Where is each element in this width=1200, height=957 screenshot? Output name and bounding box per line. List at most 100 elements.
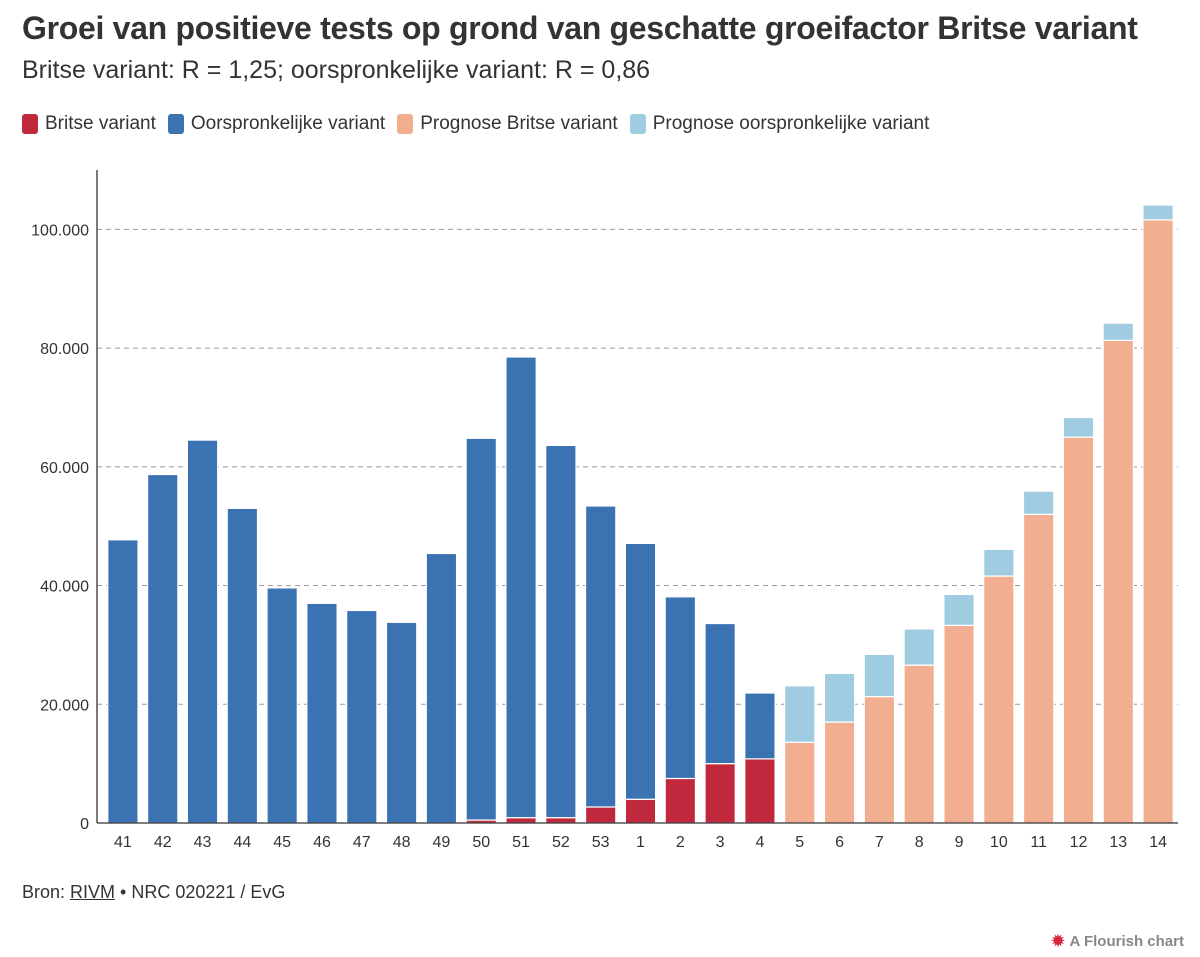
legend-label: Prognose Britse variant <box>420 113 618 134</box>
legend-label: Britse variant <box>45 113 156 134</box>
x-tick-label: 10 <box>990 834 1008 851</box>
y-tick-label: 0 <box>80 816 89 833</box>
bar-oorspronkelijke-variant <box>385 621 418 824</box>
x-tick-label: 4 <box>755 834 764 851</box>
bar-britse-variant <box>744 758 776 824</box>
legend-item-britse-variant[interactable]: Britse variant <box>22 113 156 135</box>
y-tick-label: 20.000 <box>40 697 89 714</box>
x-tick-label: 52 <box>552 834 570 851</box>
x-tick-label: 13 <box>1109 834 1127 851</box>
source-prefix: Bron: <box>22 882 71 902</box>
y-tick-label: 40.000 <box>40 579 89 596</box>
bar-prognose-oorspronkelijke-variant <box>983 548 1015 577</box>
bar-oorspronkelijke-variant <box>226 507 259 824</box>
bar-prognose-britse-variant <box>1102 339 1135 824</box>
bar-oorspronkelijke-variant <box>704 622 736 765</box>
legend-swatch <box>167 114 184 134</box>
bar-oorspronkelijke-variant <box>584 505 617 808</box>
bar-oorspronkelijke-variant <box>186 439 219 824</box>
source-suffix: • NRC 020221 / EvG <box>115 882 286 902</box>
bar-prognose-oorspronkelijke-variant <box>1022 490 1055 515</box>
x-tick-label: 6 <box>835 834 844 851</box>
legend-swatch <box>397 114 414 134</box>
bar-britse-variant <box>545 817 577 824</box>
bar-britse-variant <box>704 763 736 824</box>
flourish-label: A Flourish chart <box>1069 932 1184 950</box>
bar-oorspronkelijke-variant <box>465 437 497 821</box>
bar-oorspronkelijke-variant <box>146 473 179 824</box>
x-tick-label: 48 <box>393 834 411 851</box>
source-link-rivm[interactable]: RIVM <box>70 882 116 902</box>
source-note: Bron: RIVM • NRC 020221 / EvG <box>22 882 285 903</box>
x-tick-label: 2 <box>676 834 685 851</box>
chart-title: Groei van positieve tests op grond van g… <box>22 10 1138 46</box>
legend-item-prognose-britse-variant[interactable]: Prognose Britse variant <box>397 113 618 135</box>
x-tick-label: 43 <box>194 834 212 851</box>
bar-oorspronkelijke-variant <box>266 587 298 824</box>
flourish-burst-icon: ✹ <box>1050 931 1066 951</box>
bar-oorspronkelijke-variant <box>744 692 776 760</box>
x-tick-label: 8 <box>915 834 924 851</box>
x-tick-label: 50 <box>472 834 490 851</box>
x-tick-label: 53 <box>592 834 610 851</box>
y-tick-label: 80.000 <box>40 341 89 358</box>
bar-prognose-oorspronkelijke-variant <box>823 672 856 723</box>
legend-item-prognose-oorspronkelijke-variant[interactable]: Prognose oorspronkelijke variant <box>629 113 930 135</box>
bar-prognose-britse-variant <box>903 664 935 824</box>
bar-oorspronkelijke-variant <box>425 552 458 824</box>
x-tick-label: 9 <box>955 834 964 851</box>
bar-oorspronkelijke-variant <box>346 609 378 824</box>
x-tick-label: 46 <box>313 834 331 851</box>
legend: Britse variant Oorspronkelijke variant P… <box>22 113 941 135</box>
x-tick-label: 44 <box>233 834 251 851</box>
bar-prognose-oorspronkelijke-variant <box>1102 322 1135 341</box>
bar-prognose-oorspronkelijke-variant <box>863 653 896 698</box>
bar-prognose-oorspronkelijke-variant <box>943 593 975 626</box>
x-tick-label: 42 <box>154 834 172 851</box>
bar-prognose-britse-variant <box>1062 436 1095 824</box>
x-tick-label: 11 <box>1030 834 1047 851</box>
bar-oorspronkelijke-variant <box>545 444 577 819</box>
bar-prognose-britse-variant <box>1022 513 1055 824</box>
bar-prognose-oorspronkelijke-variant <box>1142 204 1174 221</box>
bar-britse-variant <box>584 806 617 824</box>
flourish-credit[interactable]: ✹ A Flourish chart <box>1050 932 1184 950</box>
legend-item-oorspronkelijke-variant[interactable]: Oorspronkelijke variant <box>167 113 386 135</box>
bar-prognose-oorspronkelijke-variant <box>784 685 816 743</box>
y-tick-label: 60.000 <box>40 460 89 477</box>
x-tick-label: 3 <box>716 834 725 851</box>
legend-swatch <box>22 114 38 134</box>
x-tick-label: 12 <box>1070 834 1088 851</box>
x-tick-label: 7 <box>875 834 884 851</box>
x-tick-label: 51 <box>512 834 530 851</box>
bar-prognose-britse-variant <box>943 624 975 824</box>
bar-oorspronkelijke-variant <box>107 539 139 824</box>
x-tick-label: 5 <box>795 834 804 851</box>
x-tick-label: 47 <box>353 834 371 851</box>
bar-oorspronkelijke-variant <box>624 542 657 800</box>
chart-subtitle: Britse variant: R = 1,25; oorspronkelijk… <box>22 56 651 84</box>
x-tick-label: 45 <box>273 834 291 851</box>
legend-label: Prognose oorspronkelijke variant <box>652 113 930 134</box>
bar-oorspronkelijke-variant <box>505 356 537 819</box>
legend-label: Oorspronkelijke variant <box>190 113 386 134</box>
bar-oorspronkelijke-variant <box>664 596 697 780</box>
bar-britse-variant <box>664 777 697 824</box>
bar-britse-variant <box>624 798 657 824</box>
x-tick-label: 41 <box>114 834 132 851</box>
bar-prognose-britse-variant <box>983 575 1015 824</box>
bar-prognose-britse-variant <box>784 741 816 824</box>
bar-prognose-britse-variant <box>863 695 896 824</box>
y-tick-label: 100.000 <box>31 222 89 239</box>
bar-oorspronkelijke-variant <box>306 602 338 824</box>
bar-britse-variant <box>505 817 537 824</box>
x-tick-label: 14 <box>1149 834 1167 851</box>
bar-prognose-oorspronkelijke-variant <box>903 628 935 666</box>
bar-prognose-oorspronkelijke-variant <box>1062 416 1095 438</box>
legend-swatch <box>629 114 646 134</box>
bar-prognose-britse-variant <box>1142 219 1174 824</box>
x-tick-label: 49 <box>433 834 451 851</box>
bar-prognose-britse-variant <box>823 721 856 824</box>
x-tick-label: 1 <box>636 834 645 851</box>
